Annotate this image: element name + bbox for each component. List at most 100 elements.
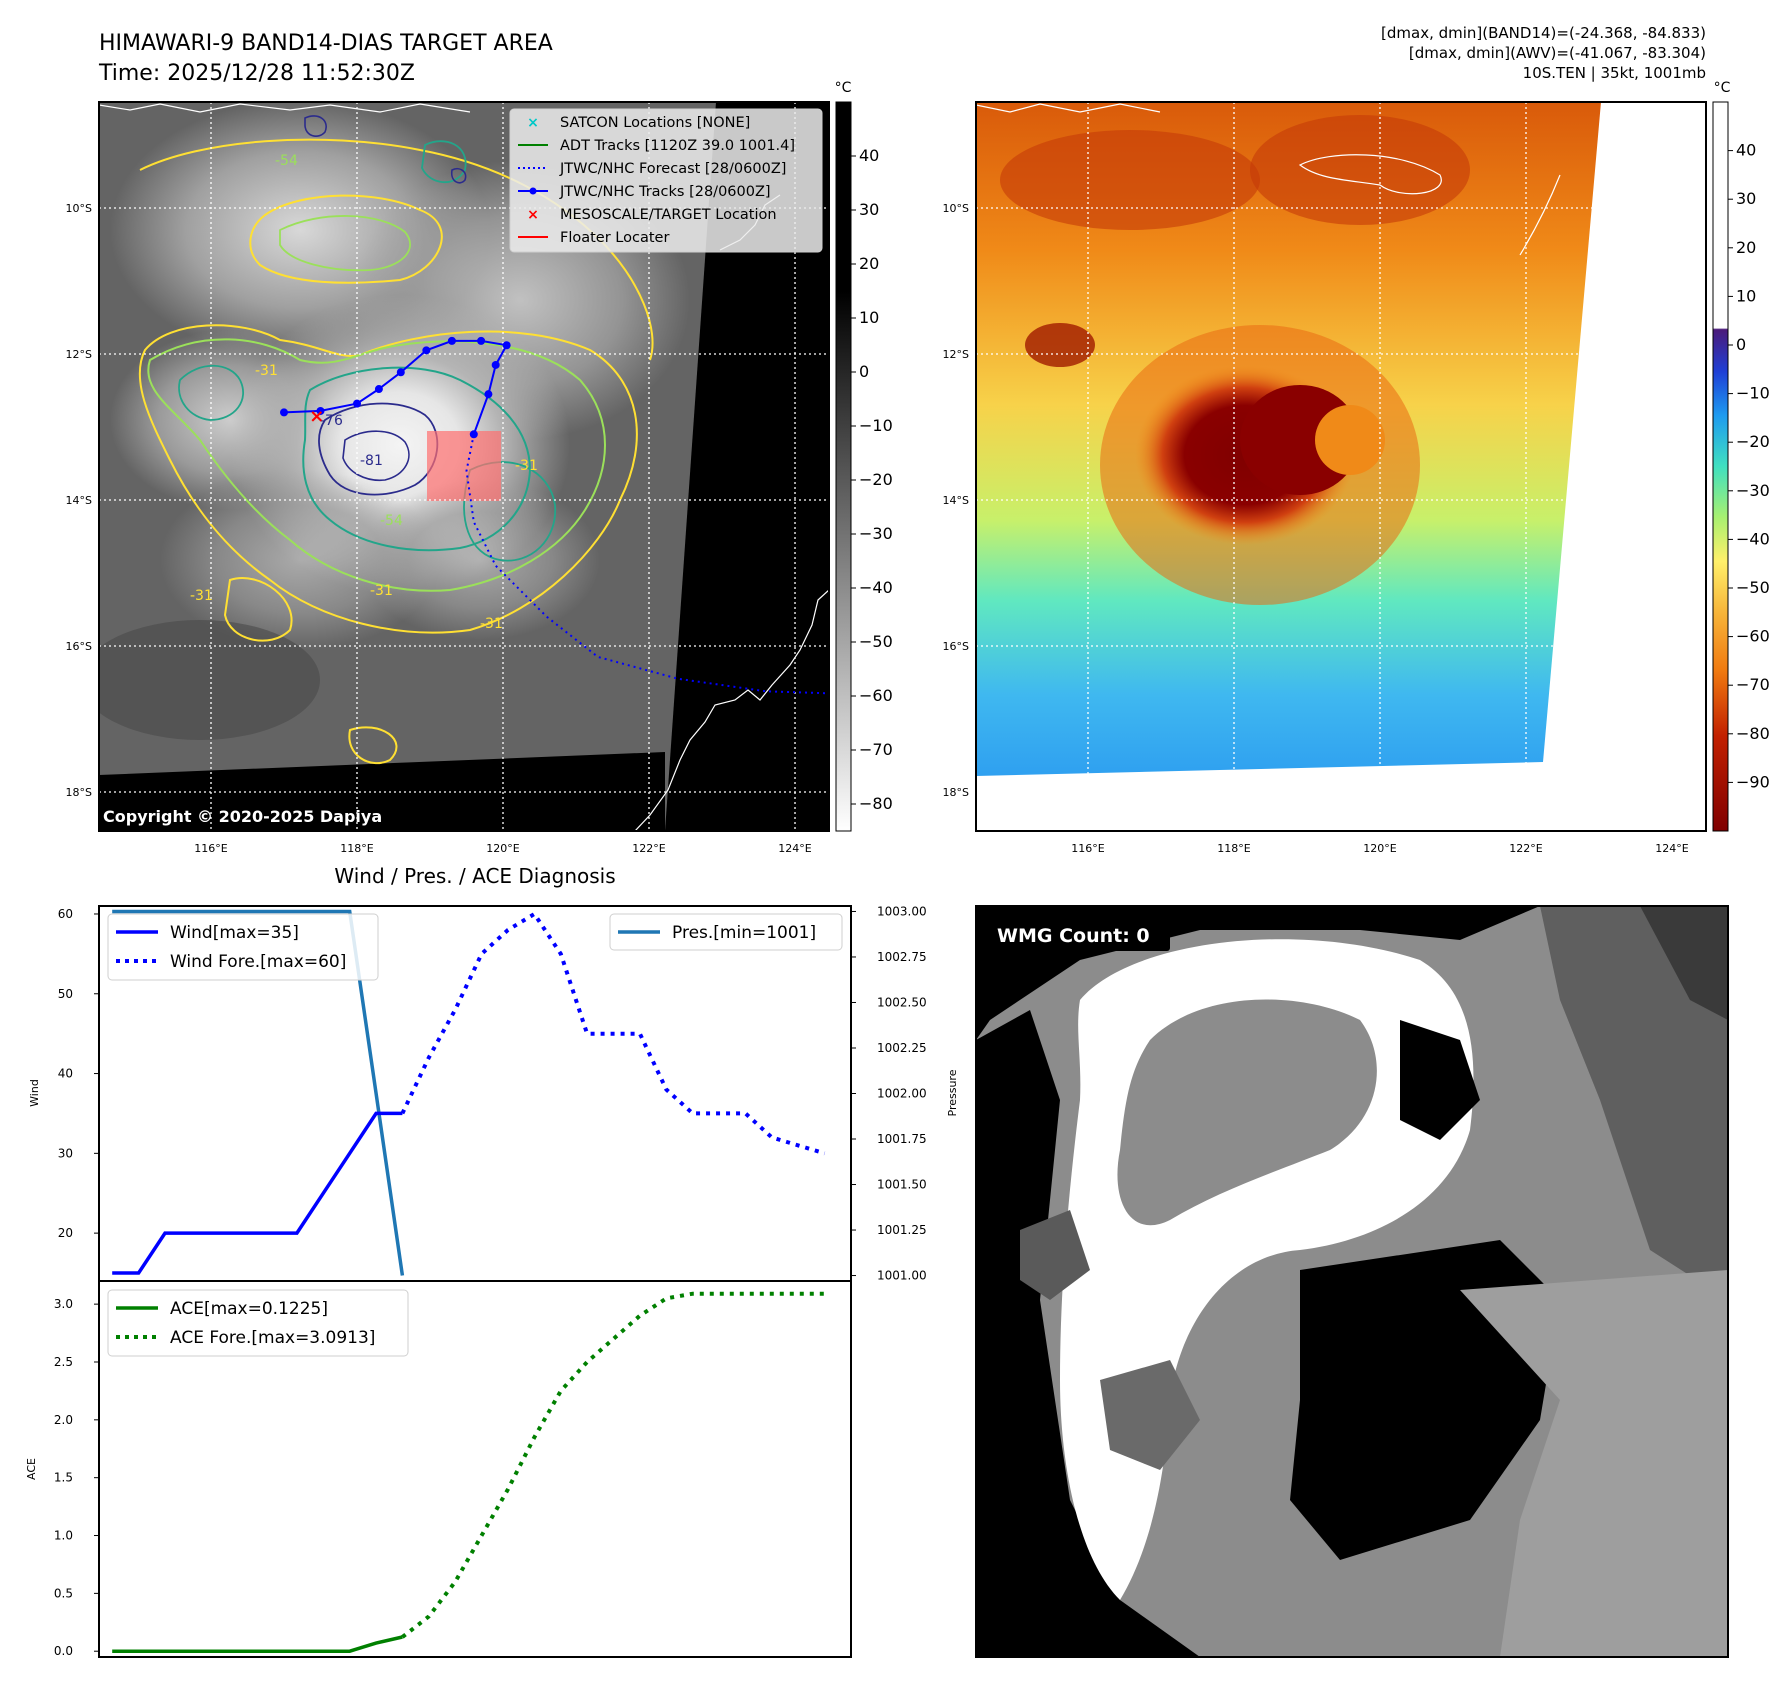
jtwc-best-track [283, 339, 509, 435]
wind-tick-label: 30 [58, 1146, 73, 1160]
ir-lon-tick-label: 118°E [340, 842, 373, 855]
ir-colorbar-tick-label: −50 [859, 632, 893, 651]
ir-colorbar-tick-label: −30 [859, 524, 893, 543]
awv-lat-tick-label: 16°S [943, 640, 969, 653]
track-point [502, 341, 511, 350]
awv-lon-tick-label: 118°E [1217, 842, 1250, 855]
legend-marker-dot [529, 187, 537, 195]
ir-colorbar-tick-label: 30 [859, 200, 879, 219]
pressure-tick-label: 1001.75 [877, 1132, 927, 1146]
ir-map-panel: -54 -31 -76 -81 -54 -31 -31 -31 -31 × Co… [98, 101, 830, 832]
pressure-tick-label: 1003.00 [877, 904, 927, 918]
legend-label: JTWC/NHC Tracks [28/0600Z] [559, 184, 771, 200]
awv-lon-tick-label: 122°E [1509, 842, 1542, 855]
contour-label: -31 [515, 458, 538, 474]
wind-legend: Wind[max=35] Wind Fore.[max=60] [107, 913, 379, 981]
floater-box [427, 431, 501, 501]
ace-forecast-series-line [401, 1291, 825, 1639]
track-point [396, 368, 405, 377]
wind-tick-label: 20 [58, 1226, 73, 1240]
pressure-tick-label: 1001.50 [877, 1178, 927, 1192]
ace-series-line [112, 1635, 403, 1653]
diagnosis-panel: Wind / Pres. / ACE Diagnosis Wind Pressu… [25, 864, 959, 1658]
pressure-tick-label: 1002.75 [877, 950, 927, 964]
legend-label: JTWC/NHC Forecast [28/0600Z] [559, 161, 786, 177]
awv-colorbar: °C 40 30 20 10 0 −10 −20 −30 −40 −50 −60 −70 −80 −90 [1712, 80, 1770, 832]
contour-label: -31 [480, 616, 503, 632]
contour-label: -54 [275, 153, 298, 169]
awv-colorbar-tick-label: 30 [1736, 189, 1756, 208]
info-dmax-awv: [dmax, dmin](AWV)=(-41.067, -83.304) [1409, 44, 1706, 62]
awv-colorbar-tick-label: −80 [1736, 724, 1770, 743]
track-point [447, 336, 456, 345]
ir-colorbar-tick-label: −70 [859, 740, 893, 759]
pressure-tick-label: 1001.25 [877, 1223, 927, 1237]
target-location-marker: × [309, 406, 324, 427]
awv-colorbar-tick-label: 10 [1736, 286, 1756, 305]
ir-lon-tick-label: 122°E [632, 842, 665, 855]
awv-lon-tick-label: 120°E [1363, 842, 1396, 855]
ir-colorbar-tick-label: 0 [859, 362, 869, 381]
ir-colorbar-tick-label: 20 [859, 254, 879, 273]
ir-legend-item: × MESOSCALE/TARGET Location [527, 207, 776, 223]
wind-tick-label: 40 [58, 1067, 73, 1081]
contour-label: -54 [380, 513, 403, 529]
awv-colorbar-tick-label: −50 [1736, 578, 1770, 597]
ir-lon-tick-label: 116°E [194, 842, 227, 855]
awv-colorbar-tick-label: 40 [1736, 141, 1756, 160]
ir-legend-item: JTWC/NHC Tracks [28/0600Z] [518, 184, 771, 200]
contour-label: -31 [255, 363, 278, 379]
track-point [353, 399, 361, 408]
awv-colorbar-tick-label: −60 [1736, 627, 1770, 646]
track-point [491, 360, 500, 369]
ir-colorbar-tick-label: −60 [859, 686, 893, 705]
ace-tick-label: 1.5 [54, 1471, 73, 1485]
pressure-ylabel: Pressure [946, 1069, 959, 1116]
track-point [484, 390, 493, 399]
awv-colorbar-tick-label: 20 [1736, 238, 1756, 257]
storm-tracks: × [280, 336, 829, 695]
ir-lon-tick-label: 124°E [778, 842, 811, 855]
ir-legend-item: Floater Locater [518, 230, 669, 246]
ace-legend: ACE[max=0.1225] ACE Fore.[max=3.0913] [107, 1289, 409, 1357]
ir-contour-labels: -54 -31 -76 -81 -54 -31 -31 -31 -31 [190, 153, 538, 632]
ir-colorbar-tick-label: −10 [859, 416, 893, 435]
ir-legend-item: × SATCON Locations [NONE] [527, 115, 750, 131]
track-point [477, 336, 486, 345]
awv-lat-tick-label: 10°S [943, 202, 969, 215]
ir-legend-item: JTWC/NHC Forecast [28/0600Z] [518, 161, 786, 177]
pressure-tick-label: 1002.50 [877, 995, 927, 1009]
ir-lat-tick-label: 12°S [66, 348, 92, 361]
ace-tick-label: 1.0 [54, 1529, 73, 1543]
wind-tick-label: 50 [58, 987, 73, 1001]
copyright-text: Copyright © 2020-2025 Dapiya [103, 807, 382, 826]
contour-label: -31 [370, 583, 393, 599]
awv-colorbar-tick-label: −30 [1736, 481, 1770, 500]
ir-colorbar-tick-label: 40 [859, 146, 879, 165]
awv-imagery [976, 102, 1706, 831]
info-dmax-band14: [dmax, dmin](BAND14)=(-24.368, -84.833) [1381, 24, 1706, 42]
ir-lon-tick-label: 120°E [486, 842, 519, 855]
awv-gridlines [976, 102, 1706, 831]
legend-label: SATCON Locations [NONE] [560, 115, 750, 131]
ir-colorbar-tick-label: −80 [859, 794, 893, 813]
awv-lon-tick-label: 124°E [1655, 842, 1688, 855]
wmg-frame [975, 905, 1729, 1658]
track-point [374, 385, 383, 394]
wmg-panel: WMG Count: 0 [975, 905, 1729, 1658]
ace-ylabel: ACE [25, 1458, 38, 1480]
diagnosis-title: Wind / Pres. / ACE Diagnosis [334, 864, 615, 888]
ir-frame [98, 101, 830, 832]
legend-ace-forecast: ACE Fore.[max=3.0913] [170, 1328, 375, 1348]
awv-lat-tick-label: 12°S [943, 348, 969, 361]
map-tick-labels: 10°S 10°S 12°S 12°S 14°S 14°S 16°S 16°S 18°S 18°S… [66, 202, 1689, 855]
ace-tick-label: 0.0 [54, 1644, 73, 1658]
ir-colorbar-unit: °C [835, 80, 852, 96]
ir-legend: × SATCON Locations [NONE] ADT Tracks [1120… [509, 108, 823, 253]
awv-colorbar-tick-label: −40 [1736, 529, 1770, 548]
legend-ace: ACE[max=0.1225] [170, 1299, 328, 1319]
figure-title-line1: HIMAWARI-9 BAND14-DIAS TARGET AREA [99, 31, 553, 56]
ir-colorbar: °C 40 30 20 10 0 −10 −20 −30 −40 −50 −60 −70 −80 [835, 80, 893, 832]
awv-lat-tick-label: 18°S [943, 786, 969, 799]
awv-colorbar-tick-label: −70 [1736, 675, 1770, 694]
